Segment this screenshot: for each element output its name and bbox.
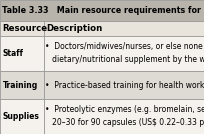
- Text: •  Practice-based training for health workers, or c: • Practice-based training for health wor…: [45, 81, 204, 90]
- Text: •  Doctors/midwives/nurses, or else none require: • Doctors/midwives/nurses, or else none …: [45, 42, 204, 51]
- Text: dietary/nutritional supplement by the woman): dietary/nutritional supplement by the wo…: [45, 55, 204, 64]
- Text: Training: Training: [2, 81, 38, 90]
- Bar: [44, 36, 204, 71]
- Bar: [0, 36, 44, 71]
- Bar: [44, 71, 204, 99]
- Bar: [0, 21, 44, 36]
- Bar: [44, 99, 204, 134]
- Text: Supplies: Supplies: [2, 112, 39, 121]
- Text: •  Proteolytic enzymes (e.g. bromelain, serrapept: • Proteolytic enzymes (e.g. bromelain, s…: [45, 105, 204, 114]
- Bar: [44, 21, 204, 36]
- Text: Staff: Staff: [2, 49, 23, 58]
- Bar: [0, 99, 44, 134]
- Text: Resource: Resource: [2, 24, 48, 33]
- Bar: [0, 71, 44, 99]
- Text: Description: Description: [46, 24, 103, 33]
- Text: 20–30 for 90 capsules (US$ 0.22–0.33 per tabl: 20–30 for 90 capsules (US$ 0.22–0.33 per…: [45, 118, 204, 127]
- Text: Table 3.33   Main resource requirements for proteolytic enzy: Table 3.33 Main resource requirements fo…: [2, 6, 204, 15]
- Bar: [0, 0, 204, 21]
